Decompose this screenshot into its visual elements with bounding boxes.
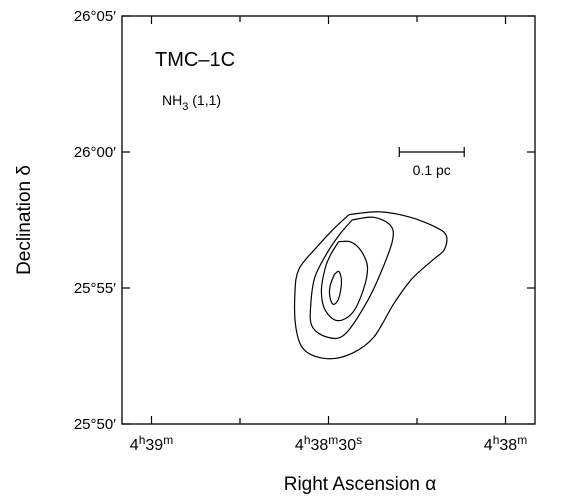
contour-level-1 (294, 211, 448, 360)
scale-bar-label: 0.1 pc (413, 162, 451, 178)
x-tick-label-1: 4h38m30s (295, 433, 362, 454)
y-tick-label-0: 26°05′ (74, 8, 116, 25)
y-axis-label: Declination δ (14, 165, 35, 275)
contour-lines (294, 211, 448, 360)
scale-bar: 0.1 pc (398, 147, 465, 178)
x-tick-labels: 4h39m 4h38m30s 4h38m (130, 433, 527, 454)
y-tick-label-1: 26°00′ (74, 144, 116, 161)
y-tick-labels: 26°05′ 26°00′ 25°55′ 25°50′ (74, 8, 116, 433)
chart-subtitle: NH3 (1,1) (162, 92, 221, 113)
x-tick-label-0: 4h39m (130, 433, 173, 454)
x-axis-label: Right Ascension α (284, 474, 437, 495)
contour-level-3 (320, 240, 369, 322)
contour-level-4 (328, 270, 343, 305)
chart-title: TMC–1C (155, 49, 235, 71)
axis-ticks (122, 15, 535, 425)
y-tick-label-2: 25°55′ (74, 280, 116, 297)
plot-frame (121, 15, 536, 425)
y-tick-label-3: 25°50′ (74, 416, 116, 433)
contour-level-2 (309, 216, 394, 340)
x-tick-label-2: 4h38m (484, 433, 527, 454)
